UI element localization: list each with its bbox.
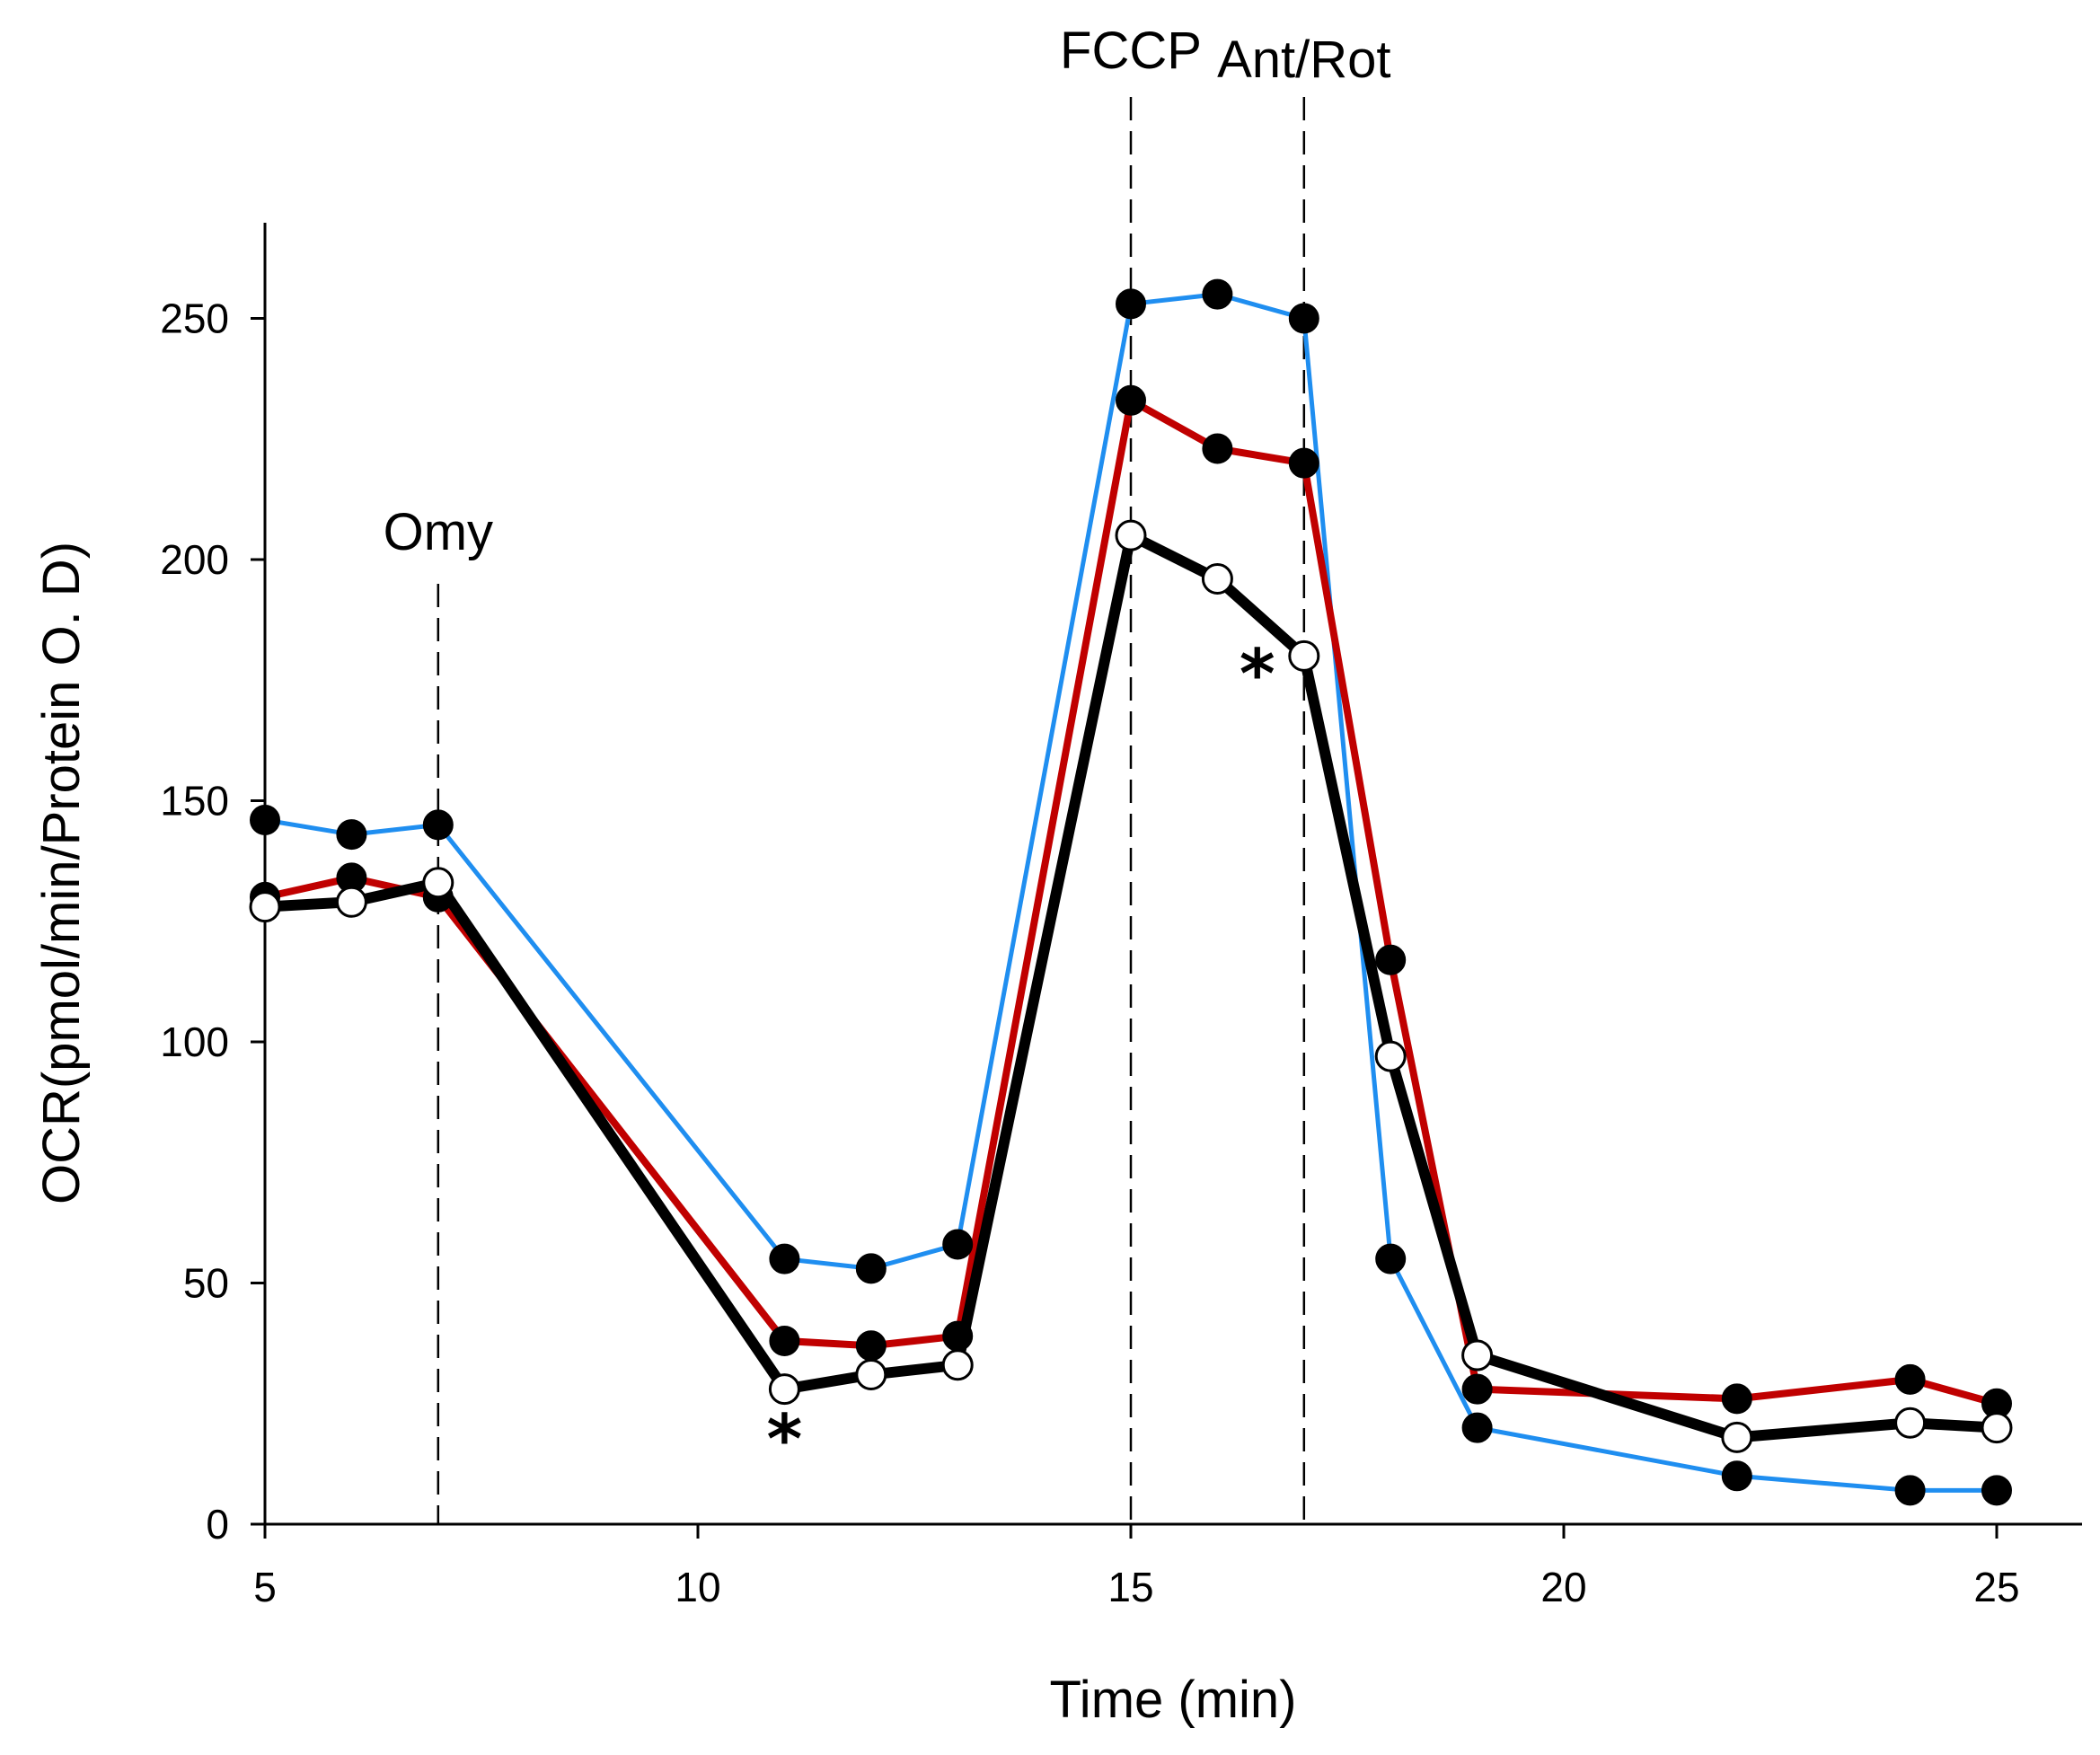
black-series-point-0 — [249, 891, 281, 923]
black-series-point-7 — [1201, 562, 1233, 595]
treatment-annotations: Omy FCCP Ant/Rot — [384, 22, 1391, 1524]
black-series-point-5 — [941, 1349, 974, 1381]
black-series-point-11 — [1721, 1421, 1753, 1453]
blue-series-point-0 — [250, 804, 280, 835]
red-series-point-6 — [1116, 384, 1146, 416]
y-tick-label-150: 150 — [160, 778, 229, 825]
blue-series-point-7 — [1202, 278, 1233, 310]
blue-series-point-13 — [1981, 1475, 2012, 1506]
red-series-point-9 — [1375, 944, 1407, 975]
red-series-point-5 — [942, 1320, 974, 1352]
y-tick-label-0: 0 — [206, 1501, 229, 1548]
blue-series-point-9 — [1375, 1243, 1407, 1274]
black-series-point-13 — [1981, 1412, 2013, 1444]
y-tick-label-250: 250 — [160, 295, 229, 342]
x-axis-title: Time (min) — [1050, 1671, 1297, 1729]
black-series-line — [260, 530, 2002, 1443]
significance-asterisk-0: * — [767, 1399, 803, 1479]
blue-series-point-3 — [769, 1243, 800, 1274]
black-series-point-8 — [1288, 639, 1320, 672]
annotation-label-fccp: FCCP — [1060, 22, 1202, 80]
x-tick-label-5: 5 — [253, 1564, 277, 1610]
black-series-point-9 — [1374, 1040, 1407, 1072]
series-group — [249, 278, 2013, 1506]
red-series-point-4 — [855, 1330, 887, 1362]
black-series-point-4 — [855, 1359, 887, 1391]
blue-series-point-11 — [1721, 1460, 1752, 1492]
x-tick-label-20: 20 — [1540, 1564, 1586, 1610]
blue-series-point-5 — [942, 1229, 974, 1260]
significance-marks: ** — [767, 633, 1275, 1478]
blue-series-point-8 — [1288, 303, 1319, 334]
x-tick-label-15: 15 — [1107, 1564, 1153, 1610]
black-series-point-1 — [335, 886, 367, 918]
x-tick-label-25: 25 — [1973, 1564, 2019, 1610]
red-series-point-10 — [1461, 1373, 1493, 1405]
blue-series-point-2 — [422, 809, 454, 841]
black-series-point-10 — [1461, 1339, 1494, 1371]
black-series-point-12 — [1894, 1407, 1927, 1439]
red-series-point-7 — [1202, 433, 1233, 464]
annotation-label-antrot: Ant/Rot — [1217, 31, 1390, 89]
blue-series-point-12 — [1894, 1475, 1926, 1506]
red-series-point-11 — [1721, 1383, 1752, 1415]
black-series-point-6 — [1115, 519, 1147, 551]
red-series-point-8 — [1288, 447, 1319, 479]
y-tick-label-200: 200 — [160, 536, 229, 583]
y-tick-label-100: 100 — [160, 1019, 229, 1065]
black-series-point-3 — [768, 1373, 800, 1406]
blue-series-point-1 — [336, 819, 367, 851]
black-series-point-2 — [422, 867, 454, 899]
y-tick-label-50: 50 — [183, 1260, 229, 1307]
blue-series-point-4 — [855, 1253, 887, 1284]
blue-series-point-6 — [1116, 288, 1146, 320]
red-series-point-12 — [1894, 1363, 1926, 1395]
blue-series-point-10 — [1461, 1412, 1493, 1443]
blue-series-line — [262, 292, 1999, 1493]
x-tick-label-10: 10 — [675, 1564, 720, 1610]
red-series-point-3 — [769, 1325, 800, 1356]
annotation-label-omy: Omy — [384, 503, 493, 561]
significance-asterisk-1: * — [1240, 633, 1275, 713]
y-axis-title: OCR(pmol/min/Protein O. D) — [32, 542, 91, 1204]
